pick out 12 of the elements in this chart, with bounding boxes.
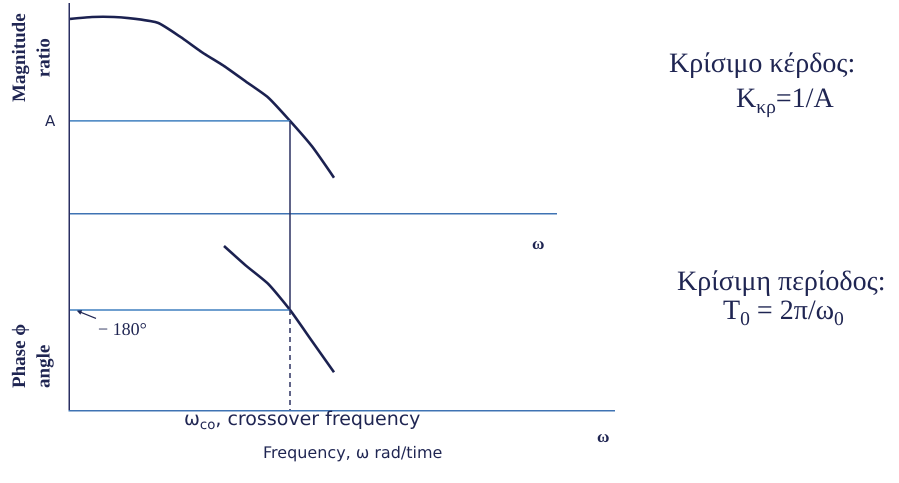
ref-line-label: − 180° — [98, 319, 147, 339]
text: K$_{κρ}$=1/A — [736, 83, 834, 118]
text: Κρίσιμο κέρδος: — [669, 48, 856, 79]
annotation: ω$_{co}$, crossover frequency — [184, 408, 420, 433]
text: Κρίσιμη περίοδος: — [677, 266, 886, 297]
y-axis-title: Phase ϕ angle — [9, 324, 55, 388]
y-axis-title: Magnitude ratio — [9, 13, 55, 102]
x-axis-title: ω — [532, 234, 544, 253]
ref-line-label: A — [45, 112, 56, 130]
text: ω — [597, 427, 610, 446]
text: T$_{0}$ = 2π/ω$_{0}$ — [723, 295, 844, 330]
x-axis-title: Frequency, ω rad/time — [263, 443, 442, 462]
